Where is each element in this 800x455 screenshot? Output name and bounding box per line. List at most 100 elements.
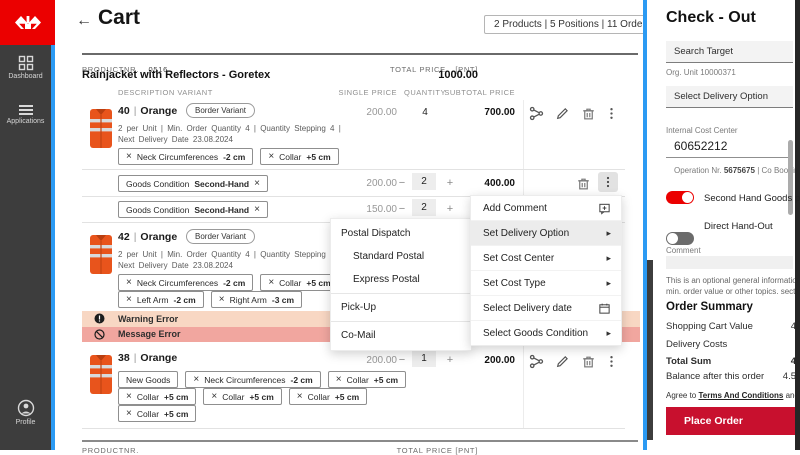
delete-icon[interactable] [581, 354, 596, 369]
kebab-menu-button-active[interactable] [598, 172, 618, 192]
secondhand-toggle-on[interactable] [666, 191, 694, 204]
sidebar-item-profile[interactable]: Profile [0, 399, 51, 426]
chevron-right-icon: ▸ [606, 277, 611, 288]
remove-icon[interactable]: × [254, 203, 260, 215]
measurement-chip[interactable]: × Left Arm -2 cm [118, 291, 204, 308]
measurement-chip[interactable]: × Right Arm -3 cm [210, 291, 303, 308]
measurement-chip[interactable]: × Collar +5 cm [118, 405, 197, 422]
menu-item-select-delivery-date[interactable]: Select Delivery date [471, 296, 621, 321]
subtotal-price: 400.00 [484, 178, 515, 189]
panel-divider[interactable] [643, 0, 647, 450]
search-target-field[interactable]: Search Target [666, 41, 793, 63]
warning-text: Warning Error [118, 313, 179, 324]
sidebar-item-label: Applications [6, 118, 45, 125]
share-icon[interactable] [529, 106, 544, 121]
cost-center-input[interactable]: 60652212 [674, 139, 728, 153]
quantity-decrease-button[interactable]: − [398, 354, 406, 366]
quantity-decrease-button[interactable]: − [398, 203, 406, 215]
quantity-value: 4 [422, 107, 428, 118]
measurement-chip[interactable]: × Collar +5 cm [260, 274, 339, 291]
edit-icon[interactable] [555, 106, 570, 121]
menu-item-standard-postal[interactable]: Standard Postal [353, 251, 425, 262]
remove-icon[interactable]: × [268, 150, 275, 162]
measurement-chip[interactable]: × Neck Circumferences -2 cm [118, 274, 254, 291]
quantity-input[interactable]: 2 [412, 173, 436, 190]
remove-icon[interactable]: × [126, 407, 132, 419]
quantity-increase-button[interactable]: + [446, 354, 454, 366]
remove-icon[interactable]: × [218, 293, 225, 305]
remove-icon[interactable]: × [126, 276, 132, 288]
remove-icon[interactable]: × [211, 390, 218, 402]
measurement-chip[interactable]: × Collar +5 cm [260, 148, 339, 165]
kebab-menu-icon[interactable] [604, 106, 619, 121]
goods-condition-chip[interactable]: Goods Condition Second-Hand × [118, 175, 268, 192]
remove-icon[interactable]: × [296, 390, 303, 402]
org-unit-text: Org. Unit 10000371 [666, 68, 736, 77]
remove-icon[interactable]: × [126, 293, 132, 305]
row-divider [82, 169, 625, 170]
measurement-chip[interactable]: × Collar +5 cm [288, 388, 368, 405]
new-goods-chip[interactable]: New Goods [118, 371, 179, 388]
menu-item-express-postal[interactable]: Express Postal [353, 274, 420, 285]
calendar-icon [599, 303, 610, 314]
secondhand-toggle-label: Second Hand Goods preferred [704, 193, 800, 204]
sidebar-item-dashboard[interactable]: Dashboard [0, 55, 51, 80]
menu-item-set-delivery-option[interactable]: Set Delivery Option ▸ [471, 221, 621, 246]
menu-item-co-mail[interactable]: Co-Mail [341, 330, 376, 341]
goods-condition-chip[interactable]: Goods Condition Second-Hand × [118, 201, 268, 218]
next-total-price-label: TOTAL PRICE [PNT] [396, 446, 478, 455]
quantity-input[interactable]: 2 [412, 199, 436, 216]
quantity-input[interactable]: 1 [412, 350, 436, 367]
menu-item-set-cost-type[interactable]: Set Cost Type ▸ [471, 271, 621, 296]
share-icon[interactable] [529, 354, 544, 369]
menu-item-select-goods-condition[interactable]: Select Goods Condition ▸ [483, 327, 611, 339]
sidebar-item-applications[interactable]: Applications [0, 103, 51, 125]
kebab-menu-icon [606, 176, 610, 188]
measurement-chip[interactable]: × Neck Circumferences -2 cm [185, 371, 321, 388]
inner-scrollbar-thumb[interactable] [788, 140, 793, 215]
menu-item-pick-up[interactable]: Pick-Up [341, 302, 377, 313]
checkout-title: Check - Out [666, 9, 756, 26]
remove-icon[interactable]: × [193, 373, 200, 385]
single-price: 200.00 [366, 355, 397, 366]
back-arrow-icon[interactable]: ← [76, 12, 92, 29]
variant-chips: × Neck Circumferences -2 cm × Collar +5 cm [118, 148, 339, 165]
quantity-increase-button[interactable]: + [446, 177, 454, 189]
panel-scrollbar[interactable] [647, 260, 653, 440]
remove-icon[interactable]: × [268, 276, 275, 288]
quantity-decrease-button[interactable]: − [398, 177, 406, 189]
variant-title: 40 | Orange [118, 105, 178, 117]
measurement-chip[interactable]: × Collar +5 cm [118, 388, 197, 405]
product-thumbnail [90, 355, 112, 394]
remove-icon[interactable]: × [126, 390, 132, 402]
summary-value: 4 [790, 356, 796, 367]
delivery-option-field[interactable]: Select Delivery Option [666, 86, 793, 108]
remove-icon[interactable]: × [335, 373, 342, 385]
edit-icon[interactable] [555, 354, 570, 369]
menu-item-set-cost-center[interactable]: Set Cost Center ▸ [471, 246, 621, 271]
remove-icon[interactable]: × [126, 150, 132, 162]
dashboard-icon [18, 55, 33, 71]
chevron-right-icon: ▸ [606, 252, 611, 263]
menu-item-add-comment[interactable]: Add Comment [471, 196, 621, 221]
summary-label: Shopping Cart Value [666, 321, 753, 332]
comment-textarea[interactable] [666, 256, 793, 269]
place-order-button[interactable]: Place Order [666, 407, 795, 435]
menu-item-postal-dispatch[interactable]: Postal Dispatch [341, 228, 411, 239]
group-divider [82, 440, 638, 442]
sidebar [0, 45, 51, 450]
variant-chips: × Collar +5 cm × Collar +5 cm × Collar +5 cm [118, 388, 368, 405]
handout-toggle-off[interactable] [666, 232, 694, 245]
terms-link[interactable]: Terms And Conditions [698, 391, 784, 400]
delete-icon[interactable] [576, 176, 591, 191]
measurement-chip[interactable]: × Collar +5 cm [327, 371, 407, 388]
measurement-chip[interactable]: × Neck Circumferences -2 cm [118, 148, 254, 165]
single-price: 150.00 [366, 204, 397, 215]
remove-icon[interactable]: × [254, 177, 260, 189]
delete-icon[interactable] [581, 106, 596, 121]
kebab-menu-icon[interactable] [604, 354, 619, 369]
measurement-chip[interactable]: × Collar +5 cm [203, 388, 282, 405]
app-logo[interactable] [0, 0, 55, 45]
quantity-increase-button[interactable]: + [446, 203, 454, 215]
sidebar-item-label: Profile [15, 419, 36, 426]
